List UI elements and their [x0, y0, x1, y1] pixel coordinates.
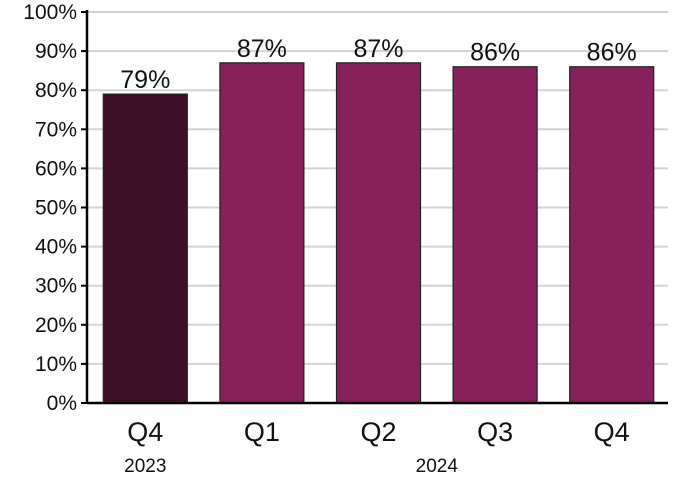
axes: [81, 10, 668, 405]
data-label: 87%: [237, 35, 287, 63]
y-tick-label: 60%: [35, 157, 77, 180]
bar-3: [452, 66, 538, 404]
data-label: 86%: [587, 39, 637, 67]
x-tick-label: Q4: [594, 417, 630, 447]
data-labels: 79% 87% 87% 86% 86%: [120, 35, 636, 94]
x-tick-label: Q1: [244, 417, 280, 447]
y-tick-label: 90%: [35, 40, 77, 63]
y-tick-label: 100%: [23, 1, 77, 24]
y-tick-label: 20%: [35, 314, 77, 337]
y-tick-label: 50%: [35, 197, 77, 220]
x-group-label: 2024: [416, 456, 459, 477]
bar-2: [335, 62, 422, 404]
x-tick-label: Q3: [477, 417, 513, 447]
y-tick-label: 40%: [35, 236, 77, 259]
x-group-label: 2023: [124, 456, 166, 477]
bar-4: [569, 66, 655, 404]
bar-0: [102, 93, 188, 404]
y-tick-label: 70%: [35, 118, 77, 141]
bars: [102, 62, 655, 404]
y-tick-label: 80%: [35, 79, 77, 102]
y-axis-tick-labels: 0% 10% 20% 30% 40% 50% 60% 70% 80% 90% 100%: [23, 1, 77, 415]
data-label: 79%: [120, 66, 170, 94]
x-axis-tick-labels: Q4 Q1 Q2 Q3 Q4 2023 2024: [124, 417, 630, 477]
x-tick-label: Q4: [127, 417, 163, 447]
y-tick-label: 0%: [47, 392, 77, 415]
y-tick-label: 10%: [35, 353, 77, 376]
data-label: 87%: [353, 35, 403, 63]
data-label: 86%: [470, 39, 520, 67]
y-tick-label: 30%: [35, 275, 77, 298]
x-tick-label: Q2: [360, 417, 396, 447]
bar-1: [219, 62, 305, 404]
